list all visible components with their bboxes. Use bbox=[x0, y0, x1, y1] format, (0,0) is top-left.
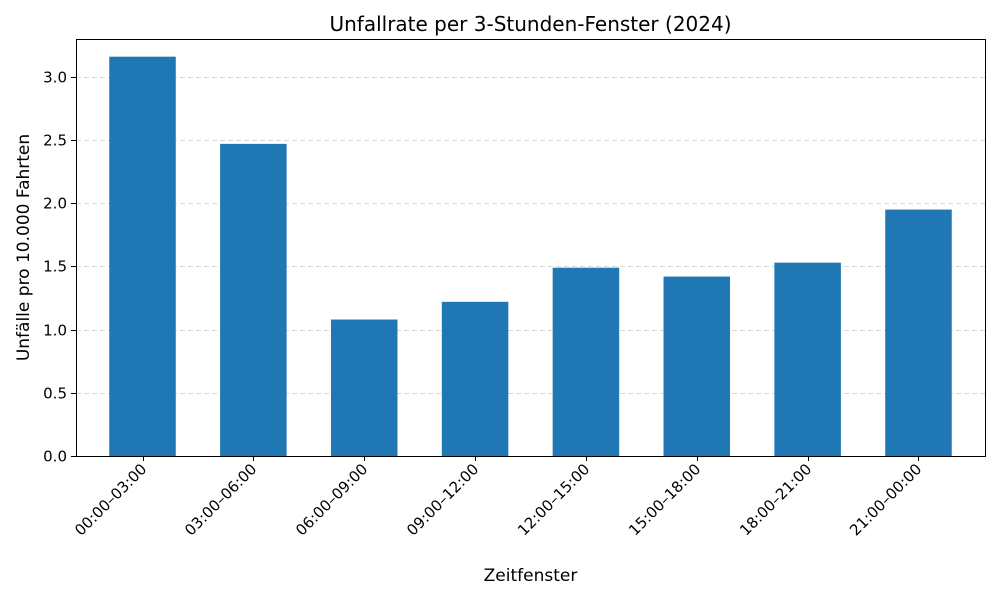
x-axis-label: Zeitfenster bbox=[484, 566, 578, 586]
bars bbox=[109, 56, 952, 456]
x-tick-label: 12:00–15:00 bbox=[514, 460, 593, 539]
y-tick-label: 3.0 bbox=[43, 69, 67, 87]
x-tick-label: 03:00–06:00 bbox=[181, 460, 260, 539]
y-tick-label: 0.5 bbox=[43, 385, 67, 403]
x-axis-ticks: 00:00–03:00 03:00–06:00 06:00–09:00 09:00–1… bbox=[71, 456, 925, 539]
bar-3 bbox=[330, 319, 398, 456]
bar-1 bbox=[109, 56, 176, 456]
plot-frame bbox=[76, 39, 986, 457]
x-tick-label: 15:00–18:00 bbox=[625, 460, 704, 539]
y-tick-label: 1.0 bbox=[43, 322, 67, 340]
bar-7 bbox=[774, 262, 841, 456]
y-axis-label: Unfälle pro 10.000 Fahrten bbox=[14, 134, 34, 361]
bar-2 bbox=[220, 143, 287, 456]
bar-8 bbox=[885, 209, 952, 456]
bar-5 bbox=[552, 267, 620, 456]
y-tick-label: 2.0 bbox=[43, 195, 67, 213]
y-tick-label: 1.5 bbox=[43, 258, 67, 276]
x-tick-label: 18:00–21:00 bbox=[736, 460, 815, 539]
chart-title: Unfallrate per 3-Stunden-Fenster (2024) bbox=[329, 12, 731, 36]
y-tick-label: 0.0 bbox=[43, 448, 67, 466]
bar-4 bbox=[441, 301, 509, 456]
x-tick-label: 21:00–00:00 bbox=[846, 460, 925, 539]
bar-6 bbox=[663, 276, 731, 456]
grid-lines bbox=[76, 77, 985, 394]
y-axis-ticks: 0.0 0.5 1.0 1.5 2.0 2.5 3.0 bbox=[43, 69, 76, 466]
x-tick-label: 06:00–09:00 bbox=[292, 460, 371, 539]
x-tick-label: 00:00–03:00 bbox=[71, 460, 150, 539]
x-tick-label: 09:00–12:00 bbox=[403, 460, 482, 539]
y-tick-label: 2.5 bbox=[43, 132, 67, 150]
